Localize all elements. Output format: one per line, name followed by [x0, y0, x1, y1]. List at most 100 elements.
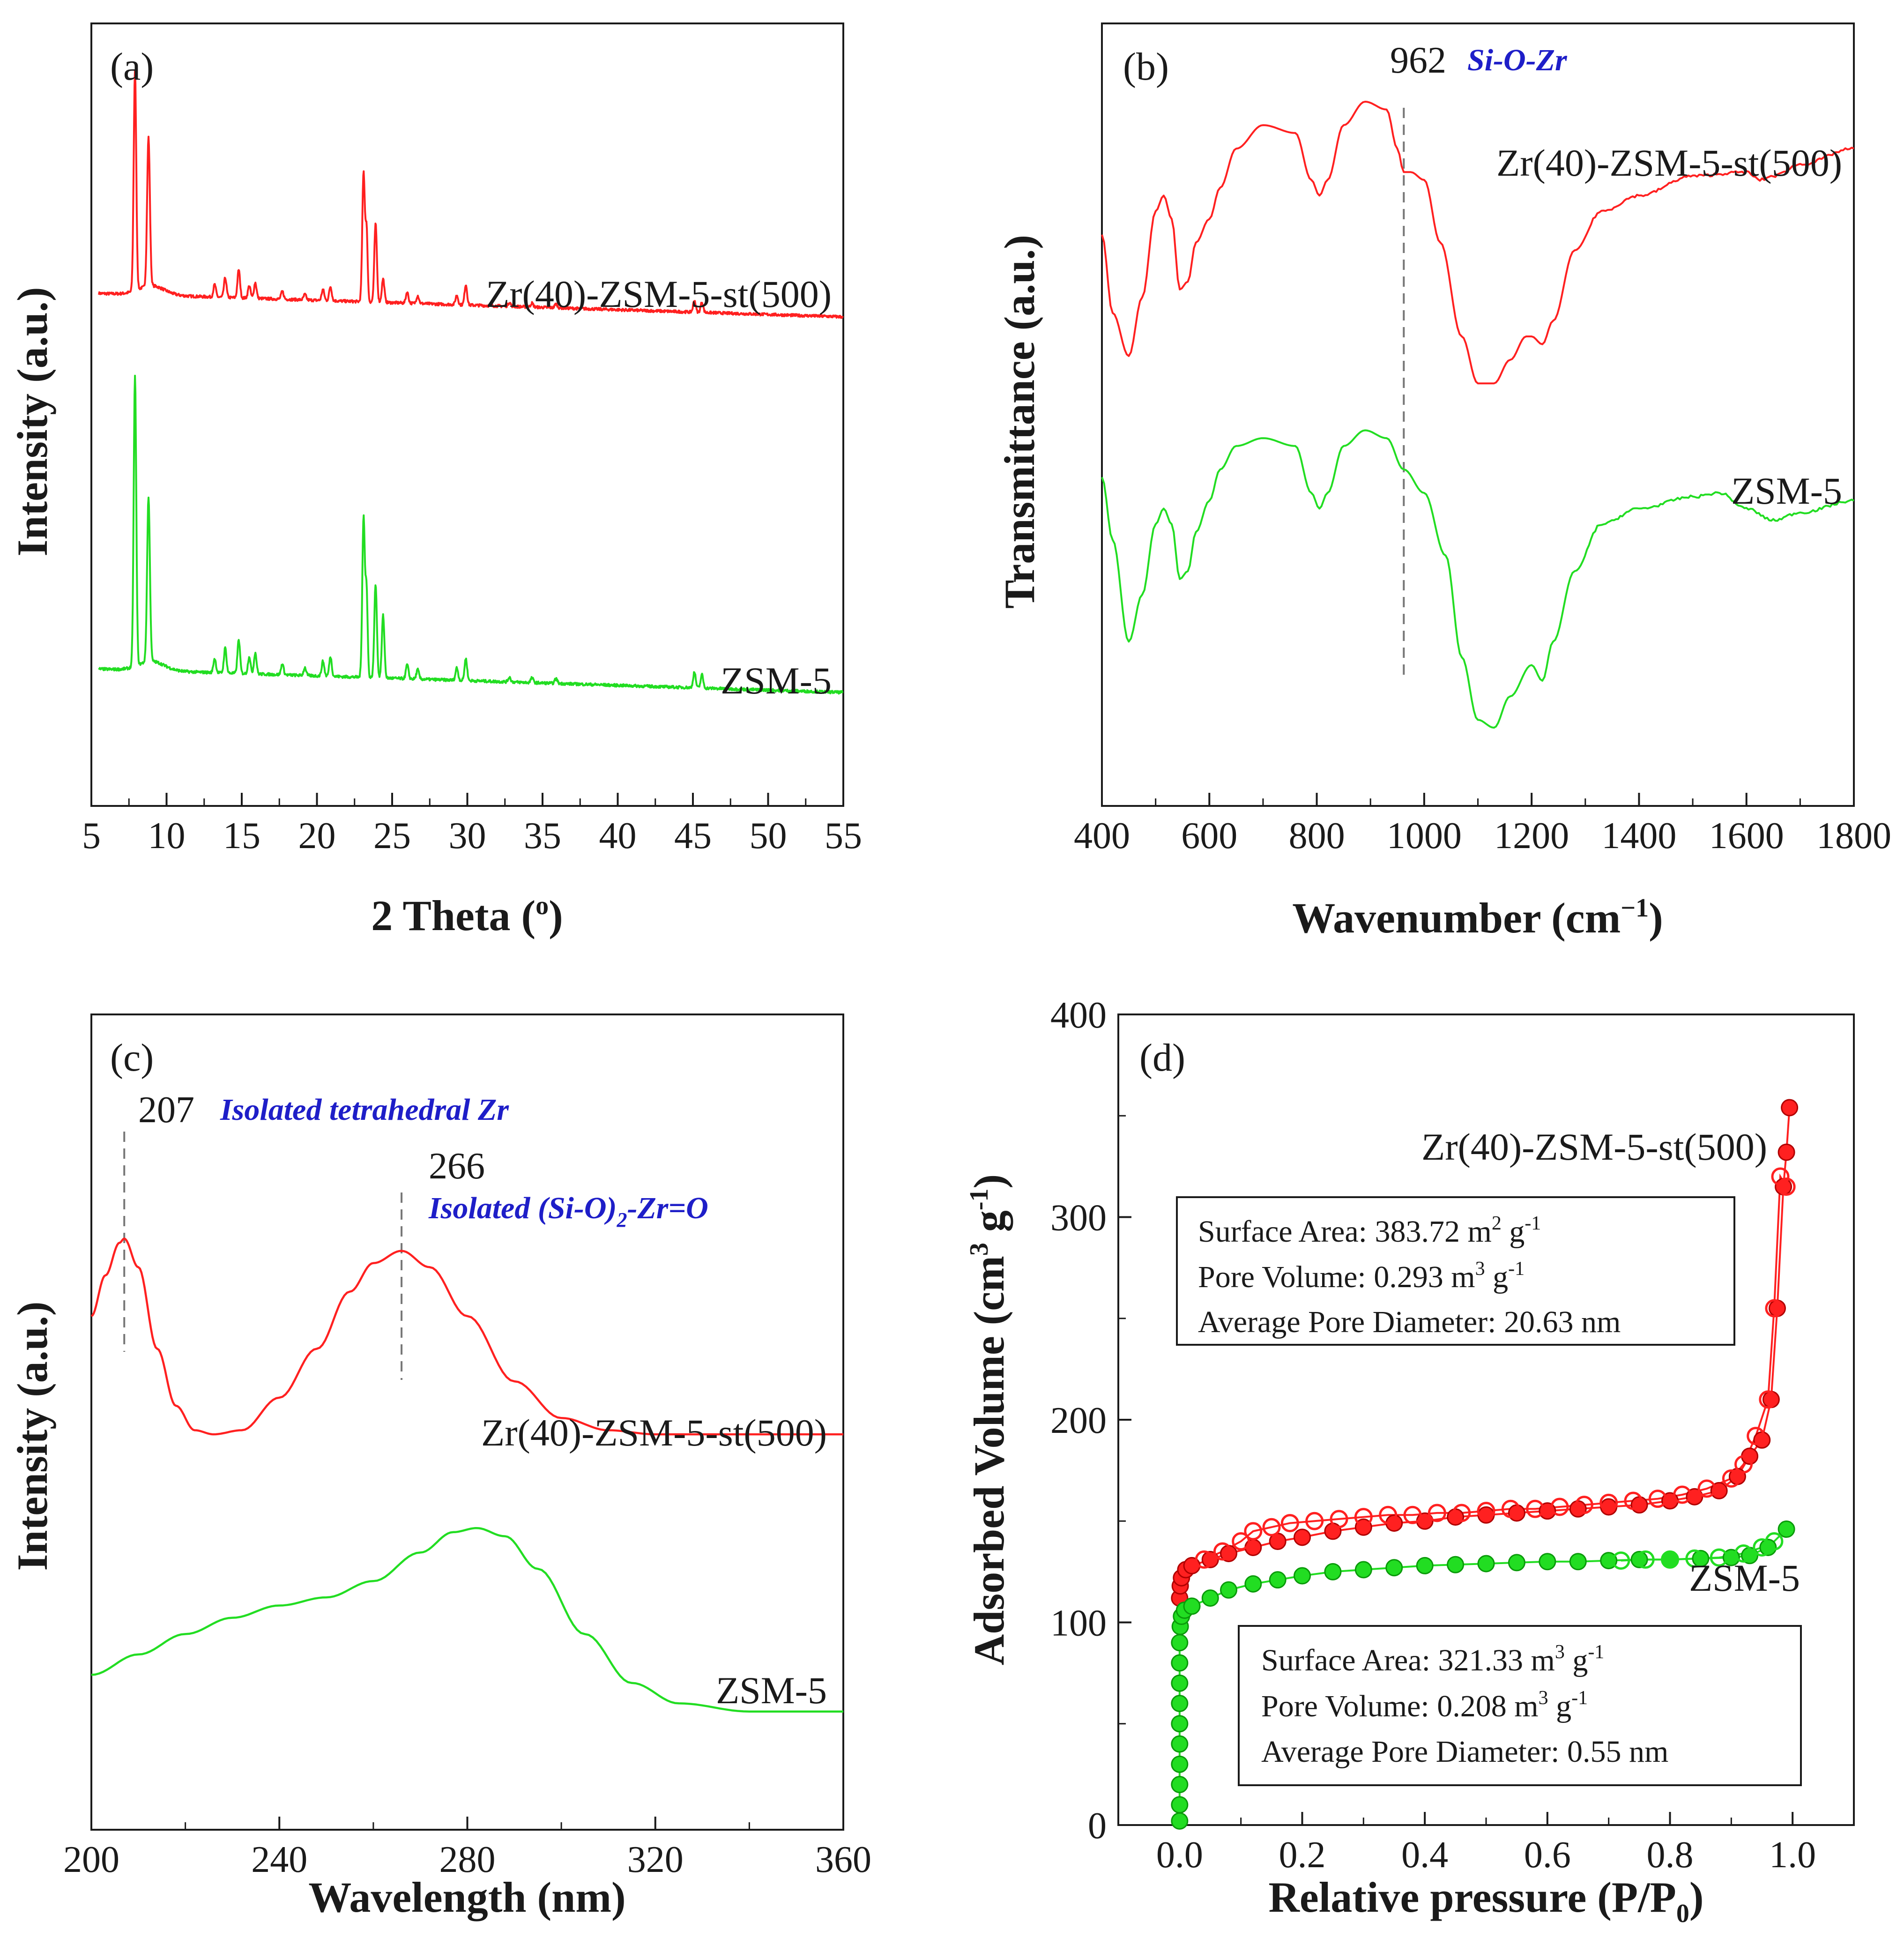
panel-b-x-tick-label: 1400 — [1601, 815, 1676, 857]
panel-d-adsorption-point-reference — [1171, 1776, 1189, 1793]
panel-b-peak-value: 962 — [1390, 40, 1446, 81]
panel-a-x-axis-label: 2 Theta (o) — [371, 891, 563, 939]
panel-d-adsorption-point-sample — [1778, 1143, 1795, 1161]
panel-d-series — [1171, 1099, 1799, 1830]
panel-d-desorption-point-sample — [1428, 1504, 1446, 1522]
panel-d-adsorption-point-reference — [1183, 1597, 1201, 1615]
panel-d-sample-surface-area: Surface Area: 383.72 m2 g-1 — [1198, 1213, 1541, 1249]
panel-b-frame — [1101, 22, 1855, 807]
panel-d-desorption-point-sample — [1648, 1490, 1667, 1508]
panel-d-x-tick-label: 0.2 — [1279, 1834, 1326, 1876]
panel-b-series-reference — [1101, 429, 1854, 729]
panel-d-adsorption-point-reference — [1447, 1556, 1465, 1573]
panel-d-desorption-point-sample — [1280, 1514, 1299, 1533]
panel-d-desorption-point-sample — [1452, 1504, 1471, 1522]
panel-d-desorption-point-reference — [1753, 1538, 1771, 1557]
panel-d-y-axis-label: Adsorbed Volume (cm3 g-1) — [965, 1174, 1013, 1665]
panel-d-desorption-point-reference — [1612, 1551, 1630, 1570]
panel-a-x-tick-label: 30 — [449, 815, 486, 857]
panel-d-desorption-point-sample — [1501, 1499, 1520, 1518]
panel-d-adsorption-point-reference — [1324, 1563, 1342, 1580]
panel-d-adsorption-point-reference — [1201, 1589, 1219, 1607]
panel-d-y-tick-label: 0 — [1088, 1805, 1107, 1847]
panel-d-adsorption-point-reference — [1171, 1796, 1189, 1814]
panel-d-x-tick-label: 1.0 — [1769, 1834, 1816, 1876]
panel-b-x-tick-label: 800 — [1289, 815, 1345, 857]
panel-d-adsorption-point-reference — [1171, 1674, 1189, 1692]
panel-c-peak-207-assignment: Isolated tetrahedral Zr — [220, 1093, 509, 1127]
panel-d-desorption-point-sample — [1477, 1502, 1495, 1520]
panel-d-adsorption-point-reference — [1244, 1575, 1262, 1593]
panel-a-series-reference — [98, 374, 844, 695]
panel-c-x-ticks: 200 240 280 320 360 — [63, 1817, 871, 1880]
panel-a-x-tick-label: 10 — [148, 815, 186, 857]
panel-d-info-box-reference — [1238, 1625, 1802, 1786]
panel-d-adsorption-point-reference — [1692, 1550, 1710, 1567]
panel-d-desorption-point-sample — [1232, 1532, 1250, 1550]
panel-d-x-tick-label: 0.8 — [1647, 1834, 1694, 1876]
panel-d-adsorption-point-reference — [1220, 1581, 1237, 1599]
panel-d-desorption-point-reference — [1661, 1550, 1679, 1569]
panel-d-desorption-point-reference — [1710, 1548, 1728, 1567]
panel-c-label-reference: ZSM-5 — [716, 1669, 827, 1712]
panel-d-desorption-point-sample — [1747, 1427, 1765, 1446]
panel-c-series-reference — [91, 1527, 843, 1713]
panel-d-desorption-point-sample — [1550, 1498, 1569, 1516]
panel-a-x-tick-label: 20 — [298, 815, 336, 857]
panel-d-adsorption-point-reference — [1600, 1552, 1618, 1570]
panel-d-desorption-point-sample — [1697, 1479, 1716, 1498]
panel-b-series-sample — [1101, 101, 1854, 385]
panel-d-letter: (d) — [1139, 1036, 1185, 1080]
panel-a-series — [98, 69, 844, 695]
panel-b-x-tick-label: 1000 — [1387, 815, 1462, 857]
panel-d-adsorption-point-reference — [1269, 1571, 1287, 1589]
panel-c-peak-266-assignment: Isolated (Si-O)2-Zr=O — [428, 1191, 708, 1231]
panel-d-desorption-point-reference — [1685, 1549, 1704, 1568]
panel-d-desorption-point-reference — [1734, 1544, 1753, 1563]
panel-c-label-sample: Zr(40)-ZSM-5-st(500) — [481, 1411, 827, 1454]
panel-a-x-tick-label: 5 — [82, 815, 101, 857]
panel-a-y-axis-label: Intensity (a.u.) — [8, 287, 56, 556]
panel-d-sample-pore-diameter: Average Pore Diameter: 20.63 nm — [1198, 1305, 1621, 1339]
panel-d-y-tick-label: 200 — [1050, 1400, 1107, 1441]
panel-d-desorption-point-sample — [1599, 1493, 1618, 1512]
panel-d-desorption-point-sample — [1673, 1485, 1692, 1504]
panel-c-y-axis-label: Intensity (a.u.) — [8, 1301, 56, 1571]
panel-b-series — [1101, 101, 1854, 729]
panel-a-label-sample: Zr(40)-ZSM-5-st(500) — [486, 273, 832, 315]
panel-d-desorption-point-sample — [1403, 1505, 1422, 1524]
panel-d-adsorption-point-reference — [1630, 1550, 1648, 1568]
panel-d-reference-surface-area: Surface Area: 321.33 m3 g-1 — [1261, 1641, 1604, 1677]
panel-d-x-axis-label: Relative pressure (P/P0) — [1268, 1873, 1703, 1928]
panel-d-label-reference: ZSM-5 — [1689, 1557, 1800, 1599]
panel-c-series-sample — [90, 1237, 843, 1436]
panel-d-adsorption-line-sample — [1178, 1107, 1791, 1598]
panel-d-adsorption-point-sample — [1781, 1099, 1799, 1117]
panel-d-adsorption-point-reference — [1508, 1554, 1525, 1572]
panel-d-label-sample: Zr(40)-ZSM-5-st(500) — [1421, 1125, 1767, 1168]
panel-d-x-tick-label: 0.6 — [1524, 1834, 1571, 1876]
panel-d-desorption-point-sample — [1213, 1542, 1232, 1561]
panel-a-x-tick-label: 25 — [373, 815, 411, 857]
panel-d-desorption-point-sample — [1262, 1518, 1281, 1536]
panel-c-x-tick-label: 240 — [251, 1839, 307, 1880]
panel-b-y-axis-label: Transmittance (a.u.) — [996, 235, 1043, 609]
panel-a-xrd-chart: 5 10 15 20 25 30 35 40 45 50 55 (a) Zr(40)-ZSM-5-s… — [8, 22, 862, 939]
panel-d-adsorption-point-reference — [1171, 1812, 1189, 1830]
panel-d-desorption-point-reference — [1636, 1550, 1655, 1569]
panel-d-adsorption-point-reference — [1294, 1567, 1311, 1585]
panel-d-desorption-point-sample — [1759, 1390, 1778, 1409]
panel-b-x-tick-label: 1600 — [1709, 815, 1784, 857]
panel-b-label-sample: Zr(40)-ZSM-5-st(500) — [1496, 142, 1842, 184]
panel-c-uvvis-chart: 200 240 280 320 360 (c) 207 Isolated tetrahe… — [8, 1013, 871, 1921]
panel-b-ftir-chart: 400 600 800 1000 1200 1400 1600 1800 (b) 962 Si… — [996, 22, 1891, 942]
panel-d-isotherm-chart: 0.0 0.2 0.4 0.6 0.8 1.0 0 100 200 300 400 (d) Zr(4… — [965, 995, 1855, 1928]
panel-b-letter: (b) — [1123, 45, 1169, 89]
panel-d-adsorption-point-reference — [1171, 1634, 1189, 1652]
panel-a-series-sample — [98, 69, 844, 319]
panel-a-letter: (a) — [110, 45, 154, 89]
panel-d-desorption-point-sample — [1330, 1510, 1348, 1528]
panel-c-x-tick-label: 320 — [627, 1839, 684, 1880]
panel-d-adsorption-point-reference — [1171, 1755, 1189, 1773]
